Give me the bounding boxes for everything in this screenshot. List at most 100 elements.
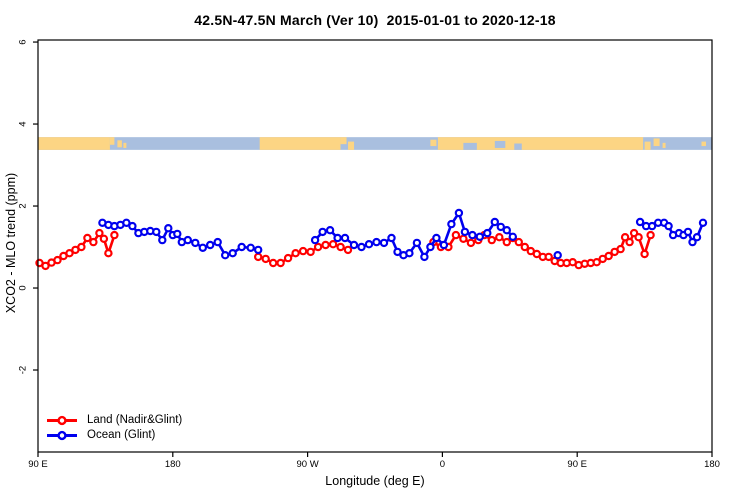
- ocean-data-point: [387, 233, 396, 243]
- legend-item-ocean: Ocean (Glint): [46, 428, 182, 443]
- ocean-data-point: [340, 233, 350, 243]
- ocean-data-point: [198, 243, 207, 252]
- ocean-data-point: [318, 227, 327, 237]
- ocean-data-point: [635, 217, 645, 227]
- ocean-data-point: [490, 217, 499, 227]
- ocean-data-point: [205, 240, 215, 250]
- land-data-point: [77, 242, 86, 252]
- land-data-point: [620, 232, 630, 242]
- ocean-data-point: [692, 232, 702, 242]
- ocean-data-point: [325, 225, 335, 235]
- land-data-point: [283, 253, 293, 263]
- y-tick-label: -2: [18, 366, 29, 374]
- map-band-land: [259, 137, 341, 150]
- land-data-point: [343, 245, 353, 255]
- ocean-data-point: [372, 237, 381, 247]
- y-tick-label: 4: [18, 121, 29, 126]
- land-data-point: [99, 234, 109, 243]
- land-data-point: [110, 230, 119, 240]
- map-band-patch-ocean: [494, 140, 506, 148]
- land-data-point: [604, 251, 613, 261]
- map-band-patch-land: [662, 142, 666, 148]
- ocean-data-point: [246, 243, 255, 252]
- ocean-data-point: [357, 242, 366, 252]
- ocean-data-point: [502, 225, 511, 235]
- x-tick-label: 90 E: [567, 459, 587, 470]
- map-band-land: [38, 137, 110, 150]
- map-band-patch-land: [701, 141, 707, 147]
- land-data-point: [291, 248, 300, 258]
- map-band-patch-land: [109, 137, 115, 145]
- ocean-data-point: [426, 242, 435, 252]
- x-tick-label: 90 W: [297, 459, 319, 470]
- ocean-data-point: [698, 218, 708, 227]
- land-data-point: [625, 237, 634, 247]
- land-data-point: [261, 254, 270, 264]
- x-tick-label: 0: [440, 459, 445, 470]
- land-data-point: [95, 228, 104, 238]
- land-data-point: [451, 230, 461, 240]
- x-axis-label: Longitude (deg E): [325, 474, 425, 488]
- map-band-land: [437, 137, 644, 150]
- ocean-data-point: [553, 250, 562, 260]
- legend-item-land: Land (Nadir&Glint): [46, 413, 182, 428]
- land-data-point: [41, 261, 50, 271]
- ocean-data-point: [191, 238, 200, 248]
- ocean-data-point: [420, 252, 429, 262]
- land-data-point: [487, 235, 496, 245]
- ocean-data-point: [379, 238, 389, 248]
- land-data-point: [321, 240, 330, 250]
- ocean-data-point: [439, 240, 449, 250]
- ocean-data-point: [237, 242, 246, 252]
- map-band-patch-ocean: [514, 143, 522, 150]
- land-data-point: [254, 252, 263, 262]
- ocean-data-point: [333, 233, 342, 243]
- map-band-patch-land: [644, 141, 651, 150]
- y-tick-label: 6: [18, 39, 29, 44]
- land-data-point: [298, 246, 308, 256]
- ocean-data-point: [432, 233, 441, 243]
- ocean-data-point: [683, 227, 693, 237]
- y-tick-label: 2: [18, 203, 29, 208]
- ocean-data-point: [508, 232, 517, 241]
- land-data-point: [459, 234, 468, 243]
- ocean-data-point: [213, 237, 222, 247]
- land-data-point: [646, 230, 655, 240]
- ocean-data-point: [128, 221, 137, 231]
- land-data-point: [495, 232, 504, 242]
- land-data-point: [640, 249, 649, 259]
- plot-border: [37, 39, 713, 453]
- ocean-data-point: [122, 218, 131, 227]
- map-band-patch-ocean: [463, 142, 477, 150]
- ocean-data-point: [412, 238, 422, 248]
- land-data-point: [313, 242, 323, 252]
- chart-title: 42.5N-47.5N March (Ver 10) 2015-01-01 to…: [194, 12, 556, 28]
- x-tick-label: 90 E: [28, 459, 48, 470]
- map-band-patch-land: [340, 137, 347, 145]
- ocean-data-point: [483, 228, 492, 238]
- legend-label-ocean: Ocean (Glint): [87, 429, 156, 441]
- land-data-point: [83, 233, 92, 243]
- y-axis-label: XCO2 - MLO trend (ppm): [4, 172, 18, 314]
- map-band-patch-land: [653, 138, 660, 147]
- ocean-data-point: [688, 237, 697, 247]
- x-tick-label: 180: [704, 459, 720, 470]
- map-band-patch-land: [117, 140, 122, 148]
- ocean-data-point: [647, 221, 657, 231]
- ocean-data-point: [152, 227, 161, 237]
- ocean-data-point: [183, 235, 192, 245]
- land-data-point: [65, 248, 74, 258]
- land-series-symbol-icon: [47, 415, 77, 426]
- land-data-point: [514, 237, 524, 247]
- ocean-data-point: [349, 240, 359, 250]
- land-data-point: [544, 252, 553, 262]
- land-data-point: [466, 238, 476, 248]
- land-data-point: [616, 244, 625, 254]
- land-data-point: [306, 247, 315, 257]
- y-tick-label: 0: [18, 285, 29, 290]
- ocean-data-point: [173, 229, 182, 239]
- ocean-data-point: [164, 223, 173, 233]
- land-data-point: [53, 255, 62, 265]
